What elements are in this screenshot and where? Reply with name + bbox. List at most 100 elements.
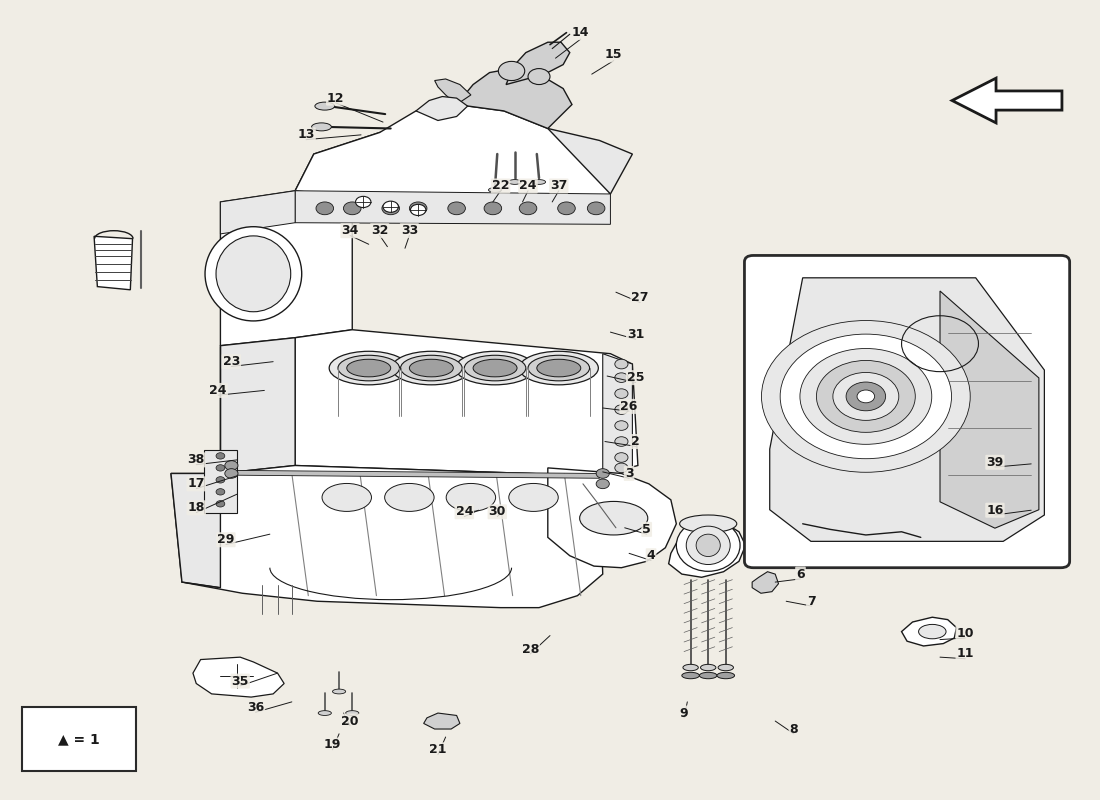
Polygon shape bbox=[220, 470, 600, 478]
Ellipse shape bbox=[918, 625, 946, 638]
Polygon shape bbox=[170, 474, 220, 588]
Text: 21: 21 bbox=[429, 743, 447, 756]
Circle shape bbox=[519, 202, 537, 214]
Text: 26: 26 bbox=[620, 400, 638, 413]
Circle shape bbox=[596, 469, 609, 478]
Text: 38: 38 bbox=[188, 454, 205, 466]
Text: 12: 12 bbox=[327, 92, 344, 105]
Circle shape bbox=[761, 321, 970, 472]
Ellipse shape bbox=[447, 483, 496, 511]
Text: 13: 13 bbox=[297, 128, 315, 142]
Text: 27: 27 bbox=[631, 291, 649, 304]
Text: 16: 16 bbox=[987, 504, 1003, 517]
Text: 37: 37 bbox=[550, 179, 568, 193]
Polygon shape bbox=[192, 657, 284, 697]
Ellipse shape bbox=[718, 664, 734, 670]
Polygon shape bbox=[603, 354, 632, 476]
Text: 17: 17 bbox=[187, 478, 205, 490]
Ellipse shape bbox=[329, 351, 408, 385]
Ellipse shape bbox=[338, 355, 399, 381]
Ellipse shape bbox=[455, 351, 535, 385]
Text: 24: 24 bbox=[519, 179, 537, 193]
Text: 32: 32 bbox=[371, 224, 388, 237]
Circle shape bbox=[615, 389, 628, 398]
Text: 34: 34 bbox=[341, 224, 359, 237]
Circle shape bbox=[383, 201, 398, 212]
Polygon shape bbox=[940, 291, 1038, 528]
FancyBboxPatch shape bbox=[22, 706, 135, 771]
Text: 8: 8 bbox=[790, 722, 799, 735]
Ellipse shape bbox=[700, 672, 717, 678]
Circle shape bbox=[484, 202, 502, 214]
Ellipse shape bbox=[332, 689, 345, 694]
Polygon shape bbox=[204, 450, 236, 514]
Circle shape bbox=[224, 461, 238, 470]
Circle shape bbox=[355, 196, 371, 207]
Polygon shape bbox=[669, 522, 746, 578]
Ellipse shape bbox=[385, 483, 435, 511]
Ellipse shape bbox=[696, 534, 720, 557]
Ellipse shape bbox=[392, 351, 471, 385]
Text: 30: 30 bbox=[488, 506, 506, 518]
Text: 20: 20 bbox=[341, 714, 359, 727]
Polygon shape bbox=[295, 105, 610, 210]
Text: 33: 33 bbox=[400, 224, 418, 237]
Circle shape bbox=[615, 437, 628, 446]
Polygon shape bbox=[456, 69, 572, 129]
Polygon shape bbox=[170, 466, 603, 608]
Polygon shape bbox=[424, 713, 460, 729]
Polygon shape bbox=[548, 468, 676, 568]
Ellipse shape bbox=[315, 102, 334, 110]
Ellipse shape bbox=[519, 351, 598, 385]
Circle shape bbox=[216, 489, 224, 495]
Text: 23: 23 bbox=[222, 355, 240, 368]
Circle shape bbox=[216, 477, 224, 483]
Polygon shape bbox=[95, 236, 132, 290]
Text: 7: 7 bbox=[807, 594, 816, 608]
Text: 3: 3 bbox=[625, 467, 634, 480]
Ellipse shape bbox=[473, 359, 517, 377]
Circle shape bbox=[816, 361, 915, 432]
Circle shape bbox=[448, 202, 465, 214]
Circle shape bbox=[216, 453, 224, 459]
Circle shape bbox=[410, 204, 426, 215]
Text: 6: 6 bbox=[796, 567, 805, 581]
Text: 36: 36 bbox=[246, 701, 264, 714]
Polygon shape bbox=[902, 618, 957, 646]
Circle shape bbox=[833, 373, 899, 420]
Text: 2: 2 bbox=[631, 435, 640, 448]
Circle shape bbox=[216, 501, 224, 507]
Circle shape bbox=[780, 334, 952, 458]
Text: 4: 4 bbox=[647, 550, 656, 562]
Ellipse shape bbox=[676, 519, 740, 571]
Circle shape bbox=[800, 349, 932, 444]
Text: 19: 19 bbox=[323, 738, 341, 751]
Circle shape bbox=[615, 405, 628, 414]
Circle shape bbox=[382, 202, 399, 214]
Ellipse shape bbox=[464, 355, 526, 381]
Polygon shape bbox=[220, 190, 352, 346]
Ellipse shape bbox=[216, 236, 290, 312]
Polygon shape bbox=[953, 78, 1062, 123]
Circle shape bbox=[224, 469, 238, 478]
Ellipse shape bbox=[345, 710, 359, 715]
Text: 24: 24 bbox=[209, 384, 227, 397]
Text: 25: 25 bbox=[627, 371, 645, 384]
Circle shape bbox=[409, 202, 427, 214]
Text: 18: 18 bbox=[188, 502, 205, 514]
Ellipse shape bbox=[580, 502, 648, 535]
Ellipse shape bbox=[318, 710, 331, 715]
Ellipse shape bbox=[686, 526, 730, 565]
Ellipse shape bbox=[508, 179, 521, 184]
Circle shape bbox=[343, 202, 361, 214]
Circle shape bbox=[615, 453, 628, 462]
Text: 29: 29 bbox=[217, 534, 234, 546]
Text: 39: 39 bbox=[987, 456, 1003, 469]
Polygon shape bbox=[752, 572, 779, 594]
Circle shape bbox=[857, 390, 874, 402]
Circle shape bbox=[615, 373, 628, 382]
Polygon shape bbox=[220, 190, 295, 234]
Polygon shape bbox=[220, 338, 295, 474]
Ellipse shape bbox=[488, 187, 502, 192]
Ellipse shape bbox=[717, 672, 735, 678]
